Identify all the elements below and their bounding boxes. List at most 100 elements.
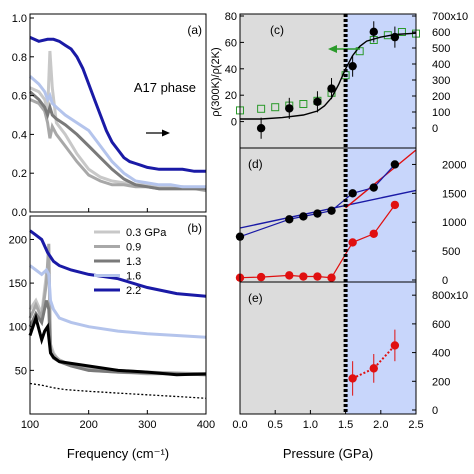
panel-c-black-point — [390, 32, 400, 42]
shade-low-pressure — [240, 148, 346, 282]
panel-d-black-point — [390, 160, 400, 169]
panel-e-xtick-label: 2.5 — [408, 419, 423, 431]
panel-e-xtick-label: 2.0 — [373, 419, 388, 431]
panel-a-annotation: A17 phase — [134, 80, 196, 95]
panel-d-red-point — [327, 273, 336, 282]
panel-e-red-point — [390, 341, 400, 350]
panel-c-ylabel: ρ(300K)/ρ(2K) — [210, 47, 222, 116]
panel-b-label: (b) — [187, 221, 202, 235]
shade-high-pressure — [345, 14, 416, 148]
panel-d-red-point — [369, 229, 378, 238]
panel-c-green-arrow-head — [328, 45, 337, 53]
panel-c-right-ytick-label: 200 — [432, 91, 450, 103]
panel-a-frame — [29, 13, 207, 213]
panel-d-red-point — [256, 272, 266, 282]
panel-c-ytick-label: 60 — [225, 37, 237, 49]
panel-d-red-line — [345, 149, 417, 209]
panel-b-xtick-label: 400 — [197, 419, 215, 431]
panel-b-series-3 — [29, 264, 207, 339]
panel-d-red-point — [285, 271, 294, 280]
panel-d-right-ytick-label: 1500 — [442, 188, 466, 200]
panel-a-ytick-label: 0.2 — [12, 168, 27, 180]
panel-b-xtick-label: 100 — [21, 419, 39, 431]
panel-d-black-point — [327, 206, 336, 215]
panel-a-series-3 — [29, 75, 206, 189]
panel-d-black-point — [313, 209, 322, 218]
panel-c-ytick-label: 80 — [225, 11, 237, 23]
panel-b-xtick-label: 200 — [79, 419, 97, 431]
panel-e-red-connector — [352, 344, 396, 380]
panel-a-series-4 — [29, 36, 206, 173]
shade-low-pressure — [240, 282, 346, 414]
panel-d-red-point — [299, 272, 308, 281]
panel-d-black-point — [299, 212, 308, 221]
panel-c-black-point — [256, 124, 266, 133]
panel-c-right-ytick-label: 600 — [432, 27, 450, 39]
panel-e-xlabel: Pressure (GPa) — [283, 446, 373, 461]
panel-c-ytick-label: 40 — [225, 64, 237, 76]
panel-c-ytick-label: 20 — [225, 90, 237, 102]
panel-b-ytick-label: 50 — [15, 365, 27, 377]
panel-c-green-point — [257, 104, 266, 113]
panel-b-legend-entry: 0.9 — [126, 242, 141, 254]
panel-b-series-4 — [29, 229, 207, 298]
panel-a-series-2 — [29, 90, 206, 191]
panel-b-legend-entry: 2.2 — [126, 285, 141, 297]
panel-c-right-ytick-label: 400 — [432, 59, 450, 71]
panel-e-xtick-label: 0.0 — [232, 419, 247, 431]
panel-b-legend-entry: 0.3 GPa — [126, 227, 167, 239]
panel-b-frame — [29, 215, 207, 415]
panel-c-black-point — [327, 84, 336, 93]
panel-c-right-ytick-label: 700x10 — [432, 11, 468, 23]
panel-e-label: (e) — [248, 291, 263, 305]
panel-a-label: (a) — [187, 23, 202, 37]
panel-e-red-point — [369, 364, 378, 373]
panel-e-xtick-label: 0.5 — [268, 419, 283, 431]
panel-c-right-ytick-label: 300 — [432, 75, 450, 87]
panel-c-right-ytick-label: 500 — [432, 43, 450, 55]
panel-d-label: (d) — [248, 157, 263, 171]
panel-b-ytick-label: 150 — [9, 278, 27, 290]
panel-b-series-5 — [28, 312, 207, 377]
panel-d-red-point — [348, 238, 357, 247]
panel-e-right-ytick-label: 0 — [432, 405, 438, 417]
panel-e-right-ytick-label: 600 — [432, 319, 450, 331]
panel-c-right-ytick-label: 100 — [432, 107, 450, 119]
panel-e-red-point — [348, 374, 357, 383]
panel-e-xtick-label: 1.5 — [338, 419, 353, 431]
panel-d-black-point — [285, 215, 294, 224]
panel-e-right-ytick-label: 400 — [432, 348, 450, 360]
panel-e-right-ytick-label: 800x10 — [432, 290, 468, 302]
panel-e-frame — [239, 281, 417, 415]
panel-e-xtick-label: 1.0 — [303, 419, 318, 431]
panel-d-right-ytick-label: 2000 — [442, 159, 466, 171]
panel-d-red-point — [313, 272, 322, 281]
panel-d-black-point — [369, 183, 378, 192]
panel-c-ytick-label: 0 — [231, 117, 237, 129]
panel-c-black-point — [348, 61, 357, 71]
panel-d-right-ytick-label: 0 — [442, 275, 448, 287]
panel-d-right-ytick-label: 1000 — [442, 217, 466, 229]
panel-a-ytick-label: 0.0 — [12, 207, 27, 219]
panel-a-ytick-label: 1.0 — [12, 13, 27, 25]
panel-a-background — [30, 14, 206, 212]
panel-b-background — [30, 216, 206, 414]
panel-c-black-point — [369, 27, 378, 37]
panel-d-black-point — [348, 189, 357, 198]
shade-high-pressure — [345, 282, 416, 414]
panel-a-ytick-label: 0.4 — [12, 129, 27, 141]
panel-e-right-ytick-label: 200 — [432, 376, 450, 388]
panel-b-legend-entry: 1.6 — [126, 271, 141, 283]
panel-c-black-point — [285, 104, 294, 113]
panel-c-green-point — [397, 28, 406, 36]
panel-b-xlabel: Frequency (cm⁻¹) — [67, 446, 169, 461]
panel-b-xtick-label: 300 — [138, 419, 156, 431]
panel-d-red-point — [390, 200, 400, 210]
panel-c-green-point — [299, 100, 308, 108]
shade-high-pressure — [345, 148, 416, 282]
panel-c-right-ytick-label: 0 — [432, 123, 438, 135]
panel-a-ytick-label: 0.8 — [12, 52, 27, 64]
shade-low-pressure — [240, 14, 346, 148]
panel-c-green-point — [271, 103, 280, 112]
